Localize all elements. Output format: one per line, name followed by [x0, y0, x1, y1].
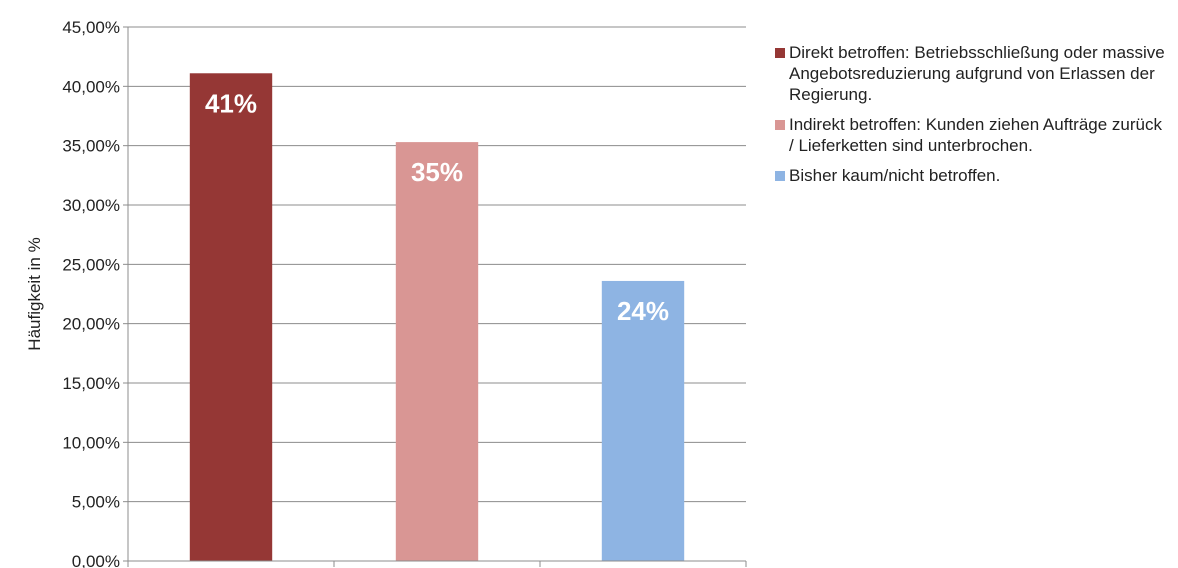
legend-swatch	[775, 171, 785, 181]
bar-chart: 0,00% 5,00% 10,00% 15,00% 20,00% 25,00% 30,00%…	[0, 0, 760, 568]
y-tick-label: 20,00%	[62, 315, 120, 334]
bar	[190, 73, 272, 561]
legend: Direkt betroffen: Betriebsschließung ode…	[775, 42, 1170, 195]
y-tick-label: 35,00%	[62, 137, 120, 156]
legend-item: Bisher kaum/nicht betroffen.	[775, 165, 1170, 186]
y-tick-label: 25,00%	[62, 255, 120, 274]
y-tick-label: 0,00%	[72, 552, 120, 568]
legend-label: Indirekt betroffen: Kunden ziehen Aufträ…	[789, 115, 1162, 155]
bars	[190, 73, 684, 561]
bar-data-label: 35%	[411, 157, 463, 187]
legend-label: Bisher kaum/nicht betroffen.	[789, 166, 1000, 185]
y-tick-label: 30,00%	[62, 196, 120, 215]
legend-label: Direkt betroffen: Betriebsschließung ode…	[789, 43, 1165, 104]
bar-data-label: 24%	[617, 296, 669, 326]
bar	[396, 142, 478, 561]
y-tick-label: 15,00%	[62, 374, 120, 393]
y-axis-title: Häufigkeit in %	[25, 237, 44, 350]
bar-data-label: 41%	[205, 88, 257, 118]
y-tick-label: 5,00%	[72, 493, 120, 512]
legend-item: Indirekt betroffen: Kunden ziehen Aufträ…	[775, 114, 1170, 156]
legend-item: Direkt betroffen: Betriebsschließung ode…	[775, 42, 1170, 105]
legend-swatch	[775, 48, 785, 58]
y-tick-label: 10,00%	[62, 433, 120, 452]
legend-swatch	[775, 120, 785, 130]
y-tick-label: 45,00%	[62, 18, 120, 37]
y-tick-label: 40,00%	[62, 77, 120, 96]
y-axis-tick-labels: 0,00% 5,00% 10,00% 15,00% 20,00% 25,00% 30,00%…	[62, 18, 128, 568]
